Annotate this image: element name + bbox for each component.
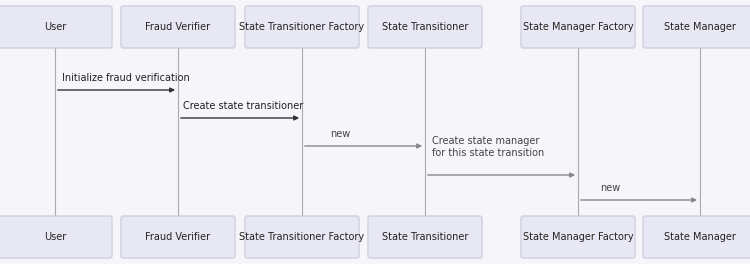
Text: State Transitioner Factory: State Transitioner Factory <box>239 232 364 242</box>
FancyBboxPatch shape <box>521 6 635 48</box>
FancyBboxPatch shape <box>643 6 750 48</box>
FancyBboxPatch shape <box>643 216 750 258</box>
Text: new: new <box>600 183 620 193</box>
FancyBboxPatch shape <box>121 6 235 48</box>
FancyBboxPatch shape <box>368 216 482 258</box>
Text: State Manager: State Manager <box>664 232 736 242</box>
Text: Fraud Verifier: Fraud Verifier <box>146 232 211 242</box>
Text: State Manager: State Manager <box>664 22 736 32</box>
Text: State Manager Factory: State Manager Factory <box>523 22 633 32</box>
Text: State Transitioner Factory: State Transitioner Factory <box>239 22 364 32</box>
Text: new: new <box>330 129 350 139</box>
Text: User: User <box>44 22 66 32</box>
FancyBboxPatch shape <box>121 216 235 258</box>
FancyBboxPatch shape <box>368 6 482 48</box>
FancyBboxPatch shape <box>0 216 112 258</box>
Text: State Manager Factory: State Manager Factory <box>523 232 633 242</box>
Text: Fraud Verifier: Fraud Verifier <box>146 22 211 32</box>
Text: Initialize fraud verification: Initialize fraud verification <box>62 73 190 83</box>
Text: Create state manager
for this state transition: Create state manager for this state tran… <box>432 136 544 158</box>
Text: State Transitioner: State Transitioner <box>382 22 468 32</box>
FancyBboxPatch shape <box>521 216 635 258</box>
Text: User: User <box>44 232 66 242</box>
FancyBboxPatch shape <box>245 216 359 258</box>
FancyBboxPatch shape <box>0 6 112 48</box>
Text: Create state transitioner: Create state transitioner <box>183 101 303 111</box>
FancyBboxPatch shape <box>245 6 359 48</box>
Text: State Transitioner: State Transitioner <box>382 232 468 242</box>
